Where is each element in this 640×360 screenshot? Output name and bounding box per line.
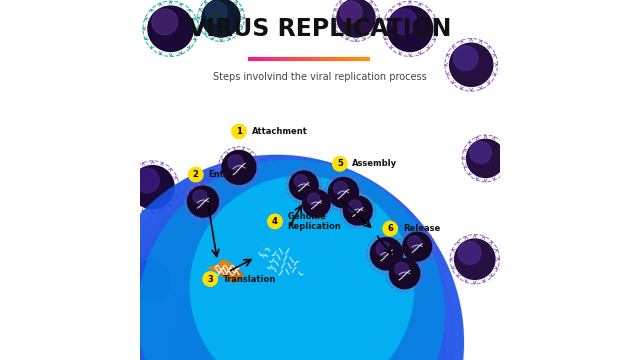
Text: Steps involvind the viral replication process: Steps involvind the viral replication pr… — [213, 72, 427, 82]
Circle shape — [183, 248, 371, 360]
Circle shape — [202, 267, 352, 360]
Circle shape — [138, 160, 445, 360]
Circle shape — [449, 42, 493, 87]
Text: 4: 4 — [272, 217, 278, 226]
Circle shape — [90, 155, 464, 360]
Circle shape — [232, 124, 246, 139]
Circle shape — [108, 174, 445, 360]
Polygon shape — [208, 259, 234, 277]
Circle shape — [391, 9, 417, 35]
Circle shape — [130, 260, 172, 302]
Circle shape — [289, 171, 318, 200]
Circle shape — [189, 176, 414, 360]
Circle shape — [458, 242, 481, 264]
Circle shape — [228, 155, 243, 170]
Circle shape — [333, 157, 347, 171]
Text: Translation: Translation — [223, 275, 276, 284]
Text: Entry: Entry — [209, 170, 234, 179]
Circle shape — [127, 192, 427, 360]
Circle shape — [230, 295, 324, 360]
Circle shape — [294, 175, 307, 188]
Circle shape — [188, 186, 218, 217]
Text: 3: 3 — [207, 275, 213, 284]
Circle shape — [131, 165, 175, 210]
Text: 5: 5 — [337, 159, 343, 168]
Circle shape — [189, 167, 203, 182]
Circle shape — [134, 263, 157, 286]
Circle shape — [371, 238, 403, 270]
Circle shape — [408, 236, 421, 249]
Circle shape — [340, 1, 362, 23]
Circle shape — [201, 0, 241, 38]
Circle shape — [146, 211, 408, 360]
Circle shape — [90, 155, 464, 360]
Text: Attachment: Attachment — [252, 127, 307, 136]
Circle shape — [328, 177, 358, 208]
Circle shape — [403, 232, 431, 261]
Circle shape — [118, 183, 436, 360]
Circle shape — [147, 5, 194, 52]
Circle shape — [258, 323, 296, 360]
Circle shape — [383, 221, 397, 236]
Circle shape — [387, 5, 433, 52]
Circle shape — [333, 181, 347, 195]
Circle shape — [453, 46, 478, 71]
Circle shape — [203, 272, 218, 286]
Text: 6: 6 — [387, 224, 393, 233]
Text: Release: Release — [403, 224, 440, 233]
Text: Assembly: Assembly — [353, 159, 397, 168]
Text: Genome
Replication: Genome Replication — [287, 212, 341, 231]
Circle shape — [307, 193, 320, 206]
Circle shape — [268, 333, 286, 351]
Circle shape — [99, 164, 454, 360]
Circle shape — [222, 150, 256, 184]
Circle shape — [193, 190, 207, 204]
Circle shape — [390, 258, 420, 289]
Text: 1: 1 — [236, 127, 242, 136]
Text: VIRUS REPLICATION: VIRUS REPLICATION — [188, 17, 452, 41]
Circle shape — [466, 139, 506, 178]
Circle shape — [249, 314, 305, 360]
Circle shape — [174, 239, 380, 360]
Circle shape — [136, 202, 417, 360]
Circle shape — [376, 242, 390, 256]
Circle shape — [155, 220, 399, 360]
Text: 2: 2 — [193, 170, 199, 179]
Circle shape — [344, 196, 372, 225]
Circle shape — [268, 214, 282, 229]
Circle shape — [470, 141, 492, 163]
Circle shape — [135, 168, 159, 193]
Polygon shape — [220, 267, 243, 283]
Circle shape — [152, 9, 178, 35]
Circle shape — [193, 258, 361, 360]
Circle shape — [303, 190, 330, 217]
Circle shape — [205, 1, 227, 23]
Circle shape — [336, 0, 376, 38]
Circle shape — [395, 262, 408, 276]
Circle shape — [239, 305, 314, 360]
Circle shape — [454, 238, 496, 280]
Circle shape — [164, 230, 389, 360]
Circle shape — [211, 276, 342, 360]
Circle shape — [221, 286, 333, 360]
Circle shape — [348, 200, 362, 213]
